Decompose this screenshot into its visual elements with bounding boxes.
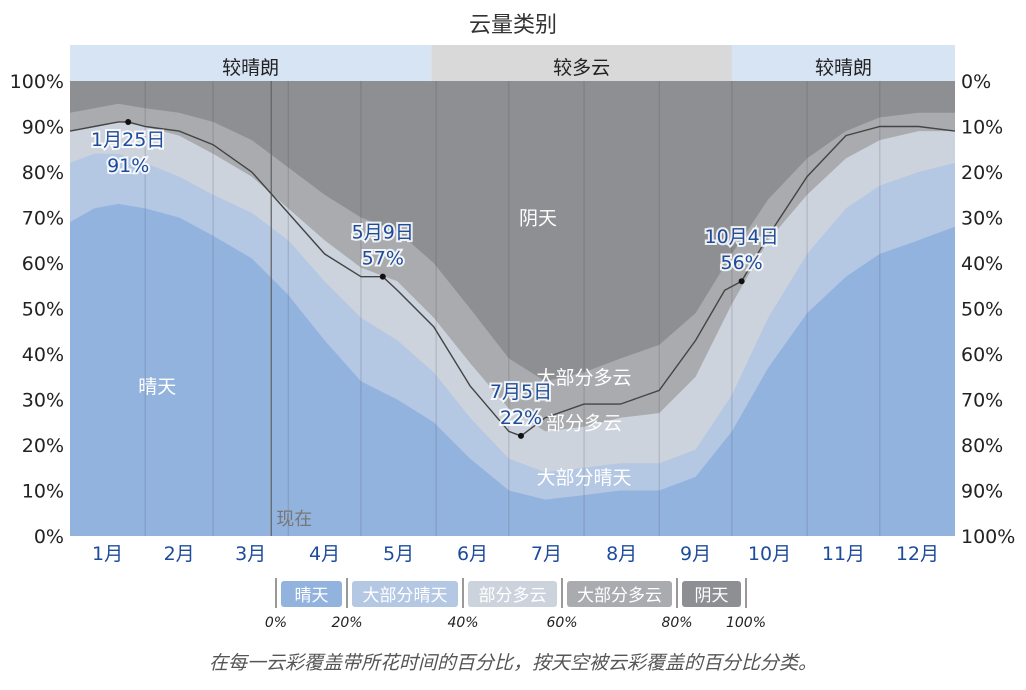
legend-swatch-mostly-clear (352, 581, 458, 607)
season-band-label: 较晴朗 (815, 57, 872, 79)
x-tick-label: 7月 (531, 543, 562, 565)
y-left-tick-label: 60% (22, 253, 64, 275)
clear-area (70, 203, 955, 536)
annotation-label: 5月9日 (352, 222, 414, 244)
annotation-dot (125, 118, 132, 125)
season-band-label: 较多云 (553, 57, 610, 79)
y-right-tick-label: 80% (961, 435, 1003, 457)
legend-tick-label: 40% (447, 615, 478, 631)
season-band-2 (731, 45, 955, 81)
x-tick-label: 12月 (896, 543, 939, 565)
annotation-label: 91% (107, 155, 149, 177)
y-left-tick-label: 100% (10, 71, 64, 93)
legend-tick-label: 0% (265, 615, 287, 631)
area-label: 部分多云 (546, 412, 622, 434)
season-band-label: 较晴朗 (222, 57, 279, 79)
y-right-tick-label: 20% (961, 162, 1003, 184)
legend-tick-label: 60% (546, 615, 577, 631)
legend-tick-label: 20% (331, 615, 362, 631)
legend-swatch-overcast (682, 581, 741, 607)
annotation-label: 56% (721, 252, 763, 274)
clearer-line (69, 121, 956, 437)
season-band-1 (431, 45, 732, 81)
y-right-tick-label: 0% (961, 71, 991, 93)
chart-caption: 在每一云彩覆盖带所花时间的百分比，按天空被云彩覆盖的百分比分类。 (208, 652, 817, 674)
area-label: 阴天 (519, 208, 557, 230)
x-tick-label: 3月 (235, 543, 266, 565)
legend-label: 阴天 (695, 586, 729, 606)
annotation-label: 10月4日 (704, 226, 778, 248)
y-left-tick-label: 10% (22, 481, 64, 503)
annotation-label: 57% (362, 248, 404, 270)
x-tick-label: 4月 (309, 543, 340, 565)
now-label: 现在 (276, 509, 312, 530)
y-left-tick-label: 40% (22, 344, 64, 366)
y-right-tick-label: 30% (961, 208, 1003, 230)
y-left-tick-label: 90% (22, 117, 64, 139)
annotation-label: 1月25日 (91, 129, 165, 151)
annotation-dot (517, 432, 524, 439)
area-label: 大部分晴天 (537, 467, 632, 489)
legend-tick-label: 100% (726, 615, 766, 631)
area-label: 大部分多云 (537, 367, 632, 389)
x-tick-label: 8月 (606, 543, 637, 565)
legend-label: 晴天 (295, 586, 329, 606)
y-right-tick-label: 100% (961, 526, 1015, 548)
y-left-tick-label: 0% (34, 526, 64, 548)
y-right-tick-label: 60% (961, 344, 1003, 366)
annotation-dot (379, 273, 386, 280)
legend-label: 大部分多云 (577, 586, 662, 606)
season-band-0 (70, 45, 432, 81)
legend-tick-label: 80% (661, 615, 692, 631)
annotation-dot (738, 278, 745, 285)
x-tick-label: 5月 (383, 543, 414, 565)
x-tick-label: 11月 (822, 543, 865, 565)
legend-label: 大部分晴天 (363, 586, 448, 606)
annotation-label: 22% (500, 407, 542, 429)
legend-swatch-clear (281, 581, 342, 607)
legend-swatch-mostly-cloudy (567, 581, 672, 607)
legend-label: 部分多云 (479, 586, 547, 606)
area-label: 晴天 (138, 376, 176, 398)
y-left-tick-label: 20% (22, 435, 64, 457)
annotation-label: 7月5日 (490, 381, 552, 403)
y-right-tick-label: 40% (961, 253, 1003, 275)
chart-title: 云量类别 (469, 13, 557, 38)
y-right-tick-label: 50% (961, 299, 1003, 321)
y-left-tick-label: 30% (22, 390, 64, 412)
x-tick-label: 6月 (457, 543, 488, 565)
x-tick-label: 2月 (164, 543, 195, 565)
legend-swatch-partly-cloudy (468, 581, 557, 607)
y-left-tick-label: 70% (22, 208, 64, 230)
y-left-tick-label: 80% (22, 162, 64, 184)
x-tick-label: 10月 (748, 543, 791, 565)
y-left-tick-label: 50% (22, 299, 64, 321)
y-right-tick-label: 70% (961, 390, 1003, 412)
y-right-tick-label: 10% (961, 117, 1003, 139)
x-tick-label: 1月 (92, 543, 123, 565)
x-tick-label: 9月 (680, 543, 711, 565)
y-right-tick-label: 90% (961, 481, 1003, 503)
